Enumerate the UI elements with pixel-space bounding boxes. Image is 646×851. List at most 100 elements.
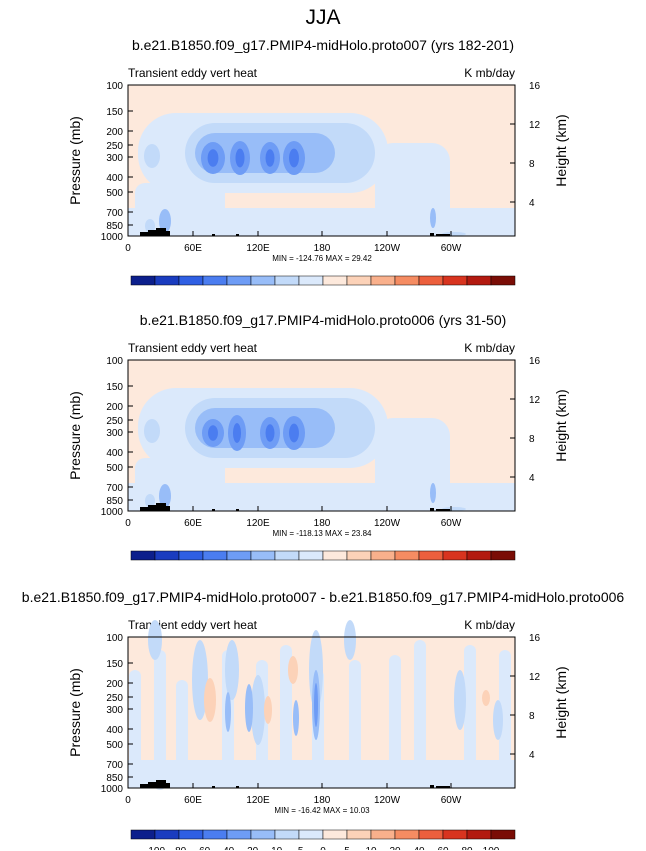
colorbar-swatch — [274, 550, 300, 561]
pressure-tick-label: 100 — [106, 81, 123, 92]
lon-tick-label: 120E — [246, 243, 270, 254]
panel-units-label: K mb/day — [464, 66, 515, 80]
colorbar-swatch — [226, 275, 252, 286]
terrain-block — [140, 232, 148, 236]
colorbar-swatch — [370, 829, 396, 840]
west-blob — [144, 144, 160, 168]
pressure-tick-label: 150 — [106, 107, 123, 118]
colorbar-label: 150 — [423, 292, 440, 293]
colorbar-swatch — [202, 275, 228, 286]
field-contours — [128, 620, 515, 790]
colorbar-swatch — [442, 829, 468, 840]
figure-title: JJA — [305, 6, 341, 29]
colorbar-swatch — [466, 550, 492, 561]
lon-tick-label: 120E — [246, 518, 270, 529]
lon-tick-label: 0 — [125, 795, 131, 806]
colorbar-swatch — [394, 275, 420, 286]
pressure-tick-label: 300 — [106, 153, 123, 164]
colorbar-label: 20 — [389, 846, 401, 850]
core-blob — [289, 148, 299, 168]
field-contours — [128, 360, 515, 511]
colorbar-label: -150 — [205, 567, 225, 568]
diff-pos-blob — [204, 678, 216, 722]
height-tick-label: 16 — [529, 81, 541, 92]
pressure-tick-label: 700 — [106, 208, 123, 219]
lon-tick-label: 0 — [125, 518, 131, 529]
colorbar-label: 80 — [461, 846, 473, 850]
colorbar-swatch — [490, 550, 516, 561]
terrain-block — [236, 509, 239, 511]
diff-streak — [414, 640, 426, 780]
colorbar-label: 25 — [329, 567, 341, 568]
colorbar-swatch — [322, 829, 348, 840]
colorbar-swatch — [178, 550, 204, 561]
colorbar-swatch — [394, 829, 420, 840]
height-tick-label: 8 — [529, 434, 535, 445]
colorbar-label: 40 — [413, 846, 425, 850]
panel-2-chart: Transient eddy vert heat K mb/day 100 150 20… — [67, 341, 569, 568]
terrain-block — [212, 786, 215, 788]
colorbar-swatch — [154, 275, 180, 286]
pressure-tick-label: 1000 — [101, 232, 124, 243]
colorbar-swatch — [298, 829, 324, 840]
colorbar-label: 75 — [377, 567, 389, 568]
east-positive — [455, 85, 515, 205]
colorbar-swatch — [322, 550, 348, 561]
pressure-tick-label: 400 — [106, 448, 123, 459]
lon-tick-label: 60E — [184, 518, 202, 529]
panel-left-label: Transient eddy vert heat — [128, 66, 258, 80]
east-positive — [455, 360, 515, 480]
diff-pos-blob — [288, 656, 298, 684]
colorbar-label: 5 — [344, 846, 350, 850]
colorbar-swatch — [346, 550, 372, 561]
colorbar-swatch — [202, 550, 228, 561]
colorbar-swatch — [274, 275, 300, 286]
pressure-tick-label: 1000 — [101, 784, 124, 795]
pressure-tick-label: 300 — [106, 705, 123, 716]
height-tick-label: 8 — [529, 159, 535, 170]
panel-3-title: b.e21.B1850.f09_g17.PMIP4-midHolo.proto0… — [21, 589, 625, 605]
colorbar-label: 60 — [437, 846, 449, 850]
diff-neg-blob — [148, 620, 162, 660]
colorbar-swatch — [154, 829, 180, 840]
colorbar-label: -100 — [145, 846, 165, 850]
colorbar-swatch — [130, 829, 156, 840]
terrain-block — [436, 234, 450, 236]
pressure-tick-label: 850 — [106, 496, 123, 507]
lon-tick-label: 180 — [314, 243, 331, 254]
core-blob — [289, 423, 299, 443]
terrain-block — [430, 508, 434, 511]
panel-left-label: Transient eddy vert heat — [128, 341, 258, 355]
colorbar-label: -25 — [304, 292, 319, 293]
min-max-label: MIN = -16.42 MAX = 10.03 — [274, 806, 370, 815]
height-tick-label: 12 — [529, 672, 541, 683]
panel-units-label: K mb/day — [464, 618, 515, 632]
colorbar-label: 25 — [329, 292, 341, 293]
diff-streak — [280, 645, 292, 785]
diff-core-blob — [314, 683, 318, 727]
field-contours — [128, 85, 515, 236]
colorbar-swatch — [130, 550, 156, 561]
colorbar-label: -10 — [268, 846, 283, 850]
pressure-tick-label: 250 — [106, 416, 123, 427]
colorbar-label: 250 — [471, 567, 488, 568]
pressure-tick-label: 400 — [106, 725, 123, 736]
diff-pos-blob — [482, 690, 490, 706]
terrain-block — [162, 506, 170, 511]
colorbar-label: -40 — [220, 846, 235, 850]
colorbar-label: -20 — [244, 846, 259, 850]
panel-left-label: Transient eddy vert heat — [128, 618, 258, 632]
terrain-block — [148, 505, 162, 511]
y2-axis-title: Height (km) — [553, 666, 569, 738]
diff-neg-blob — [493, 700, 503, 740]
terrain-block — [148, 230, 162, 236]
colorbar-label: 100 — [483, 846, 500, 850]
colorbar-swatch — [346, 275, 372, 286]
surface-blob — [430, 483, 436, 503]
y-axis-title: Pressure (mb) — [67, 391, 83, 480]
terrain-block — [162, 783, 170, 788]
pressure-tick-label: 200 — [106, 402, 123, 413]
pressure-tick-label: 500 — [106, 463, 123, 474]
lon-tick-label: 60E — [184, 243, 202, 254]
min-max-label: MIN = -118.13 MAX = 23.84 — [272, 529, 372, 538]
